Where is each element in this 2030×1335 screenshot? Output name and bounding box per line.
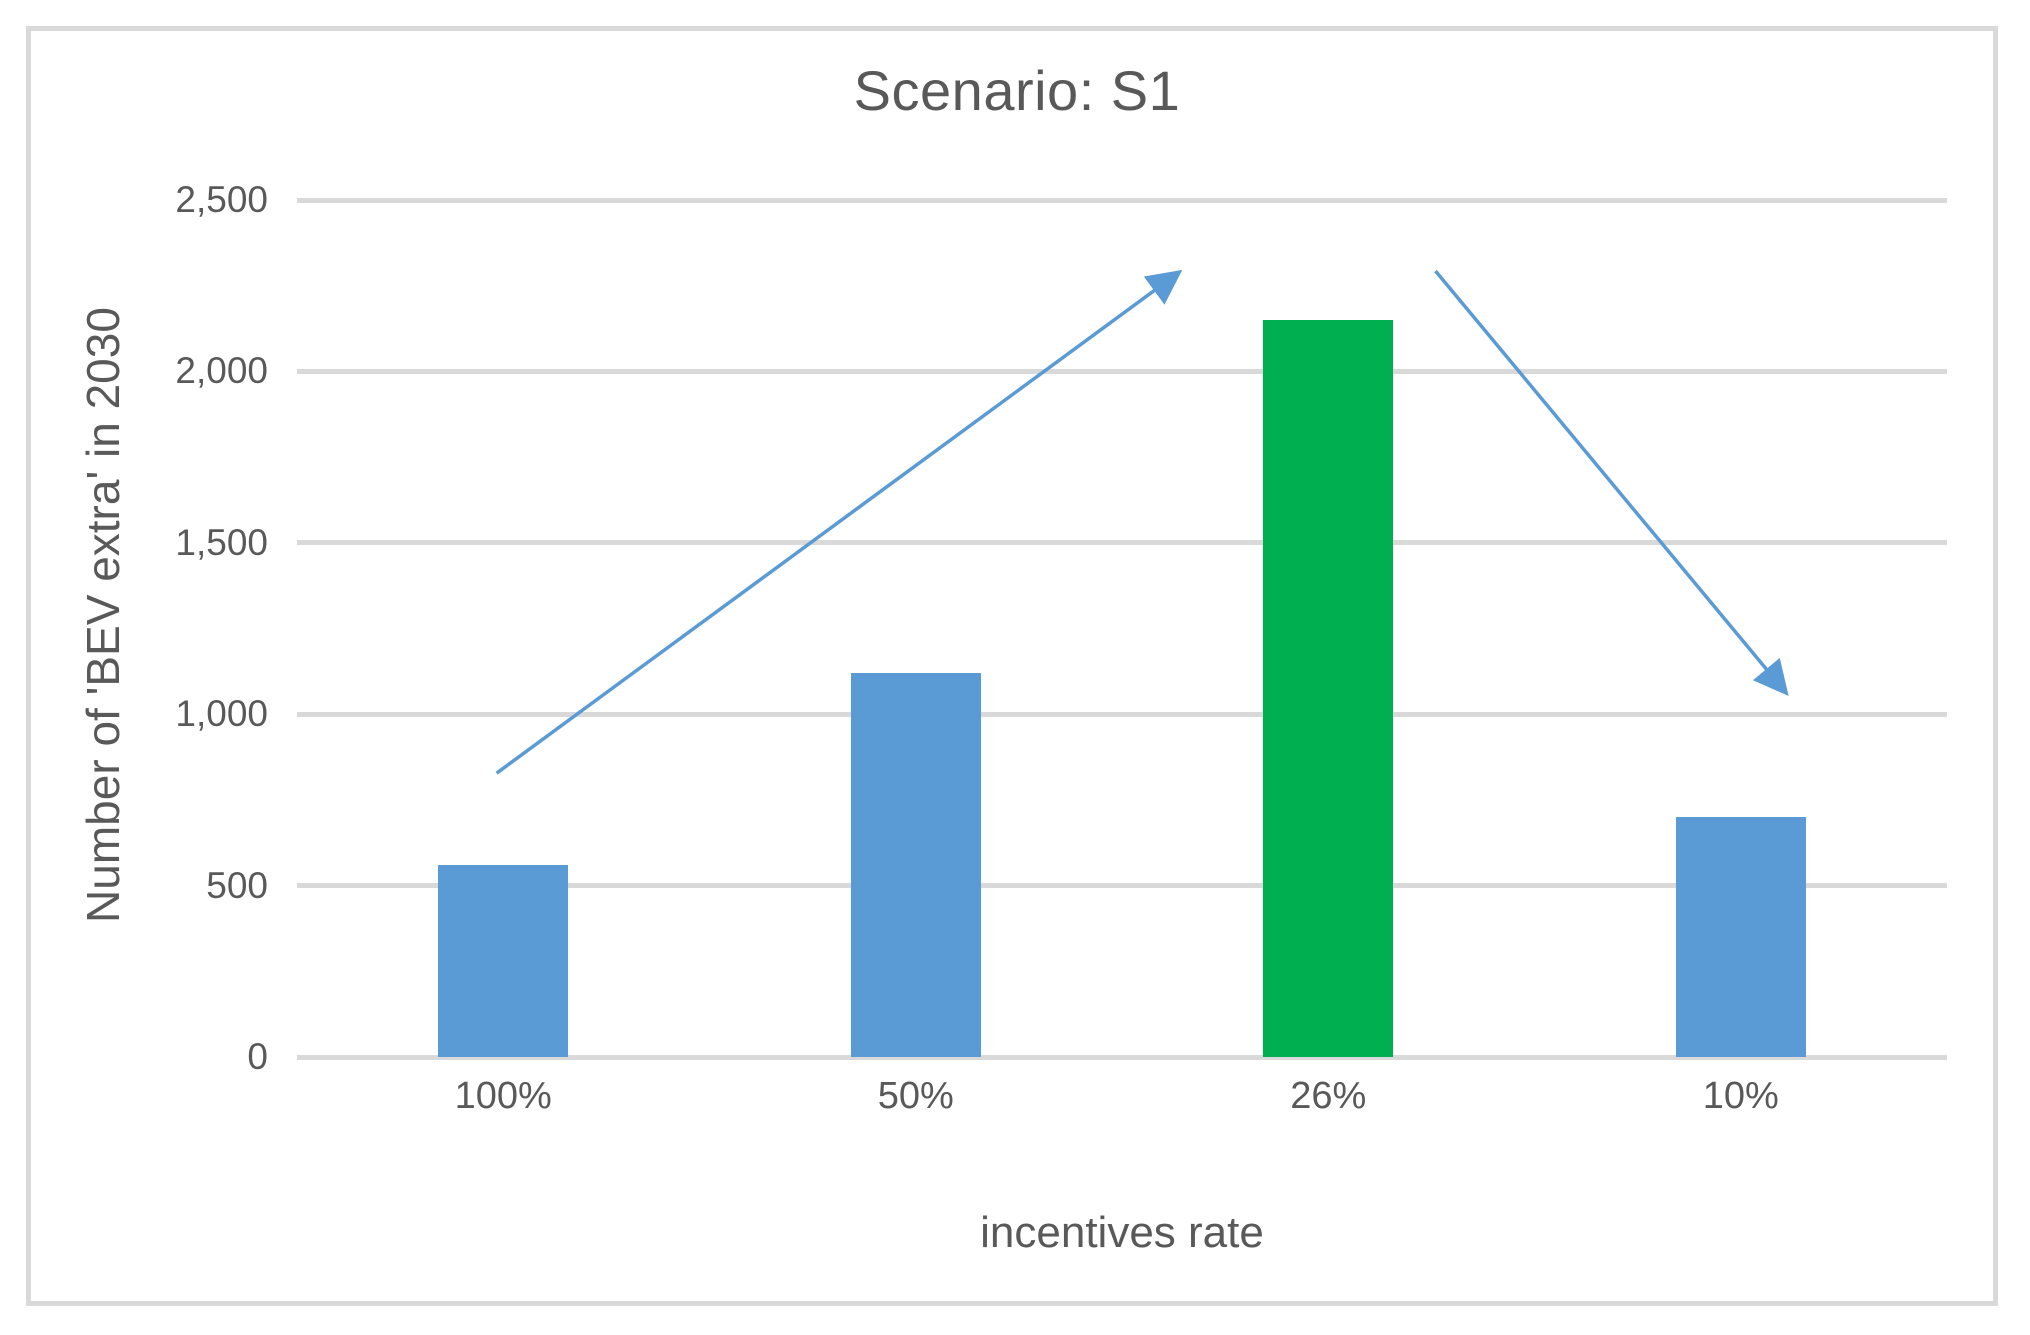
gridline-0 — [297, 1054, 1947, 1060]
bar-50% — [850, 673, 981, 1057]
gridline-1000 — [297, 711, 1947, 717]
y-axis-title: Number of 'BEV extra' in 2030 — [77, 307, 129, 923]
x-tick-label-26%: 26% — [1290, 1075, 1367, 1117]
bar-100% — [438, 865, 569, 1057]
gridline-2000 — [297, 368, 1947, 374]
plot-area — [297, 197, 1947, 1060]
y-tick-label: 2,500 — [175, 179, 268, 220]
gridline-1500 — [297, 540, 1947, 546]
bar-26% — [1263, 319, 1394, 1057]
x-axis-title: incentives rate — [980, 1208, 1264, 1257]
y-tick-label: 0 — [247, 1036, 268, 1077]
x-tick-label-100%: 100% — [454, 1075, 552, 1117]
y-tick-label: 2,000 — [175, 350, 268, 392]
gridline-2500 — [297, 197, 1947, 203]
chart-title: Scenario: S1 — [853, 59, 1181, 122]
gridline-500 — [297, 883, 1947, 889]
x-tick-label-50%: 50% — [877, 1075, 954, 1117]
y-tick-label: 1,000 — [175, 693, 268, 735]
y-tick-label: 500 — [206, 864, 268, 906]
x-tick-label-10%: 10% — [1702, 1075, 1779, 1117]
bar-10% — [1675, 817, 1806, 1057]
y-tick-label: 1,500 — [175, 521, 268, 563]
